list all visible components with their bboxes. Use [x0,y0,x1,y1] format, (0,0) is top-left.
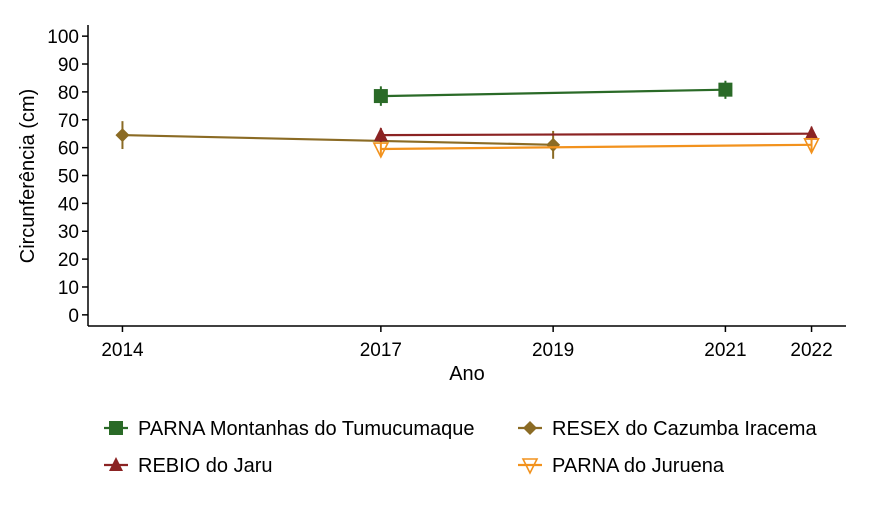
data-point [718,82,733,97]
y-axis-title: Circunferência (cm) [17,89,39,263]
legend-key-marker [109,421,123,435]
series-line [122,134,554,146]
x-axis-title: Ano [449,363,485,385]
y-tick-label: 30 [58,222,79,243]
legend-key-marker [523,421,537,435]
y-tick-label: 40 [58,194,79,215]
legend-key-marker [521,458,539,475]
x-tick-label: 2014 [101,340,144,361]
legend-label: REBIO do Jaru [138,455,273,477]
data-point [546,137,561,152]
y-tick-label: 20 [58,250,79,271]
x-tick-label: 2022 [790,340,832,361]
data-point [804,125,819,140]
series-layer [115,80,820,159]
legend-label: PARNA Montanhas do Tumucumaque [138,418,474,440]
y-tick-label: 60 [58,139,79,160]
data-point [115,128,130,143]
x-tick-label: 2021 [704,340,746,361]
y-tick-label: 80 [58,83,79,104]
data-point [373,127,388,142]
y-tick-label: 90 [58,55,79,76]
x-tick-label: 2019 [532,340,574,361]
x-ticks: 2014 2017 2019 2021 2022 [101,326,833,361]
y-tick-label: 70 [58,111,79,132]
data-point [372,142,390,159]
series-line [380,88,726,98]
legend-label: PARNA do Juruena [552,455,725,477]
axes [87,25,846,327]
y-tick-label: 10 [58,278,79,299]
y-ticks: 0 10 20 30 40 50 60 70 80 90 100 [47,27,88,327]
x-tick-label: 2017 [360,340,402,361]
data-point [803,138,820,155]
legend-label: RESEX do Cazumba Iracema [552,418,817,440]
series-line [380,143,812,151]
y-tick-label: 100 [47,27,79,48]
legend: PARNA Montanhas do Tumucumaque RESEX do C… [104,418,817,477]
series-line [380,132,812,137]
y-tick-label: 0 [68,306,79,327]
data-point [373,89,388,104]
y-tick-label: 50 [58,167,79,188]
legend-key-marker [109,457,123,471]
